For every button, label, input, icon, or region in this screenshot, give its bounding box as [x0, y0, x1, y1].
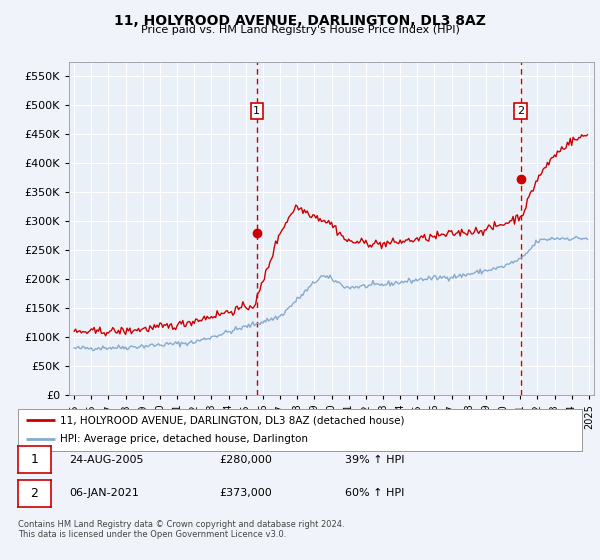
Text: £280,000: £280,000 — [219, 455, 272, 465]
Text: 2: 2 — [31, 487, 38, 500]
Text: 06-JAN-2021: 06-JAN-2021 — [69, 488, 139, 498]
Text: Price paid vs. HM Land Registry's House Price Index (HPI): Price paid vs. HM Land Registry's House … — [140, 25, 460, 35]
Text: This data is licensed under the Open Government Licence v3.0.: This data is licensed under the Open Gov… — [18, 530, 286, 539]
Text: 1: 1 — [253, 106, 260, 116]
Text: 24-AUG-2005: 24-AUG-2005 — [69, 455, 143, 465]
Text: 60% ↑ HPI: 60% ↑ HPI — [345, 488, 404, 498]
Text: HPI: Average price, detached house, Darlington: HPI: Average price, detached house, Darl… — [60, 435, 308, 445]
Text: 11, HOLYROOD AVENUE, DARLINGTON, DL3 8AZ: 11, HOLYROOD AVENUE, DARLINGTON, DL3 8AZ — [114, 14, 486, 28]
Text: 11, HOLYROOD AVENUE, DARLINGTON, DL3 8AZ (detached house): 11, HOLYROOD AVENUE, DARLINGTON, DL3 8AZ… — [60, 415, 405, 425]
Text: £373,000: £373,000 — [219, 488, 272, 498]
Text: 2: 2 — [517, 106, 524, 116]
Text: 39% ↑ HPI: 39% ↑ HPI — [345, 455, 404, 465]
Text: 1: 1 — [31, 453, 38, 466]
Text: Contains HM Land Registry data © Crown copyright and database right 2024.: Contains HM Land Registry data © Crown c… — [18, 520, 344, 529]
